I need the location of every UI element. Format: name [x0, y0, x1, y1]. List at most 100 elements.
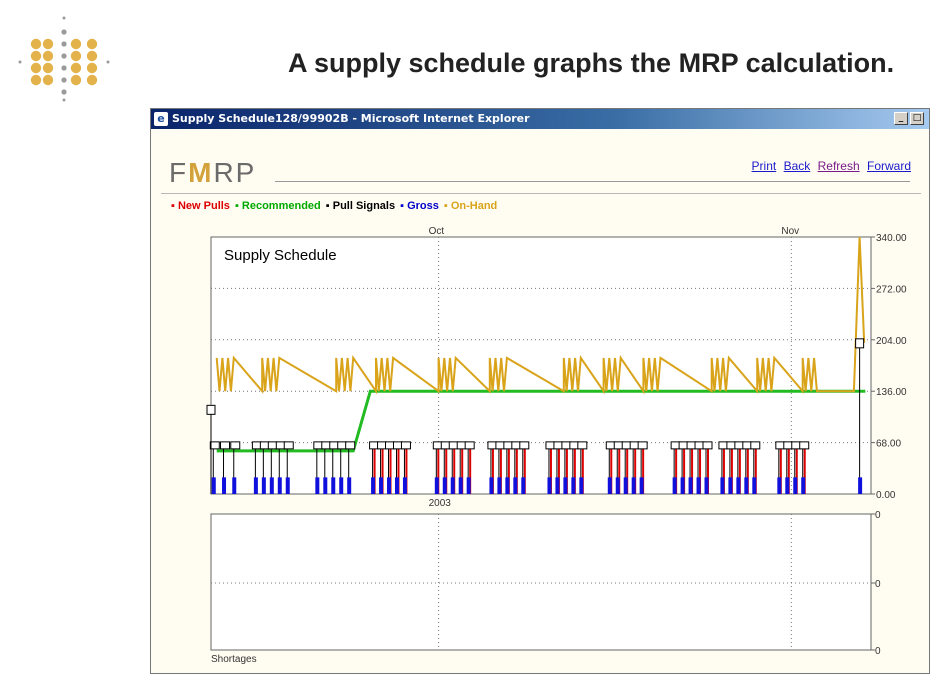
logo-dot	[61, 77, 67, 83]
gross-bar	[387, 477, 392, 494]
pull-marker	[519, 441, 530, 450]
gross-bar	[680, 477, 685, 494]
legend-marker: ▪	[325, 200, 333, 212]
gross-bar	[704, 477, 709, 494]
gross-bar	[261, 477, 266, 494]
legend-label: Gross	[407, 200, 439, 212]
pull-marker	[283, 441, 294, 450]
refresh-link[interactable]: Refresh	[817, 159, 860, 173]
logo-dot	[62, 16, 66, 20]
forward-link[interactable]: Forward	[866, 159, 911, 173]
fmrp-logo-m: M	[188, 157, 214, 188]
plot-area	[210, 236, 872, 495]
gross-bar	[555, 477, 560, 494]
gross-bar	[323, 477, 328, 494]
gross-bar	[728, 477, 733, 494]
x-year-label: 2003	[429, 498, 452, 509]
gross-bar	[489, 477, 494, 494]
gross-bar	[379, 477, 384, 494]
logo-dot	[70, 74, 82, 86]
gross-bar	[402, 477, 407, 494]
logo-dot	[61, 41, 67, 47]
logo-dot	[42, 50, 54, 62]
minimize-button[interactable]: _	[894, 112, 908, 125]
logo-dot	[86, 74, 98, 86]
logo-dot	[86, 50, 98, 62]
window-title: Supply Schedule128/99902B - Microsoft In…	[172, 112, 530, 125]
gross-bar	[211, 477, 216, 494]
y-tick-label: 68.00	[876, 439, 901, 450]
logo-dot	[42, 74, 54, 86]
y-tick-label: 136.00	[876, 387, 907, 398]
gross-bar	[521, 477, 526, 494]
series-recommended-line	[216, 389, 866, 453]
gross-bar	[277, 477, 282, 494]
legend-marker: ▪	[234, 200, 242, 212]
company-logo	[18, 16, 110, 102]
fmrp-logo-rp: RP	[213, 157, 257, 188]
gross-bar	[607, 477, 612, 494]
gross-bar	[371, 477, 376, 494]
gross-bar	[571, 477, 576, 494]
gross-bar	[434, 477, 439, 494]
gross-bar	[285, 477, 290, 494]
gross-bar	[615, 477, 620, 494]
series-on-hand-line	[215, 236, 866, 395]
y-tick-label: 0.00	[876, 490, 896, 501]
pull-marker	[799, 441, 810, 450]
gross-bar	[623, 477, 628, 494]
gross-bar	[394, 477, 399, 494]
x-month-label: Oct	[429, 226, 445, 237]
slide-title: A supply schedule graphs the MRP calcula…	[288, 48, 895, 78]
gross-bar	[752, 477, 757, 494]
maximize-button[interactable]: □	[910, 112, 924, 125]
legend-label: Recommended	[241, 200, 321, 212]
pull-marker	[855, 338, 865, 349]
x-month-label: Nov	[781, 226, 799, 237]
pull-marker	[209, 441, 220, 450]
legend-item: ▪ Gross	[400, 200, 439, 212]
internet-explorer-icon: e	[154, 112, 168, 126]
gross-bar	[563, 477, 568, 494]
legend-marker: ▪	[171, 200, 178, 212]
window-titlebar[interactable]: e Supply Schedule128/99902B - Microsoft …	[151, 109, 929, 129]
print-link[interactable]: Print	[751, 159, 777, 173]
gross-bar	[801, 477, 806, 494]
logo-dot	[86, 38, 98, 50]
legend-item: ▪ New Pulls	[171, 200, 230, 212]
back-link[interactable]: Back	[783, 159, 811, 173]
chart-legend: ▪ New Pulls ▪ Recommended ▪ Pull Signals ▪ …	[171, 200, 502, 212]
fmrp-logo-f: F	[169, 157, 189, 188]
gross-bar	[315, 477, 320, 494]
gross-bar	[232, 477, 237, 494]
y-tick-label: 0	[875, 646, 881, 657]
gross-bar	[696, 477, 701, 494]
gross-bar	[785, 477, 790, 494]
y-tick-label: 272.00	[876, 284, 907, 295]
nav-links: Print Back Refresh Forward	[748, 159, 911, 173]
legend-item: ▪ On-Hand	[444, 200, 497, 212]
logo-dot	[30, 74, 42, 86]
shortages-title: Shortages	[211, 654, 257, 665]
logo-dot	[61, 29, 67, 35]
legend-label: Pull Signals	[332, 200, 396, 212]
logo-dot	[42, 38, 54, 50]
logo-dot	[30, 50, 42, 62]
logo-dot	[30, 38, 42, 50]
gross-bar	[744, 477, 749, 494]
gross-bar	[736, 477, 741, 494]
logo-dot	[61, 53, 67, 59]
gross-bar	[720, 477, 725, 494]
gross-bar	[269, 477, 274, 494]
y-tick-label: 204.00	[876, 336, 907, 347]
gross-bar	[631, 477, 636, 494]
logo-dot	[18, 60, 22, 64]
gross-bar	[579, 477, 584, 494]
gross-bar	[458, 477, 463, 494]
section-divider	[161, 193, 921, 194]
logo-dot	[62, 98, 66, 102]
shortages-plot-area	[210, 513, 872, 651]
gross-bar	[858, 477, 863, 494]
gross-bar	[777, 477, 782, 494]
logo-dot	[106, 60, 110, 64]
